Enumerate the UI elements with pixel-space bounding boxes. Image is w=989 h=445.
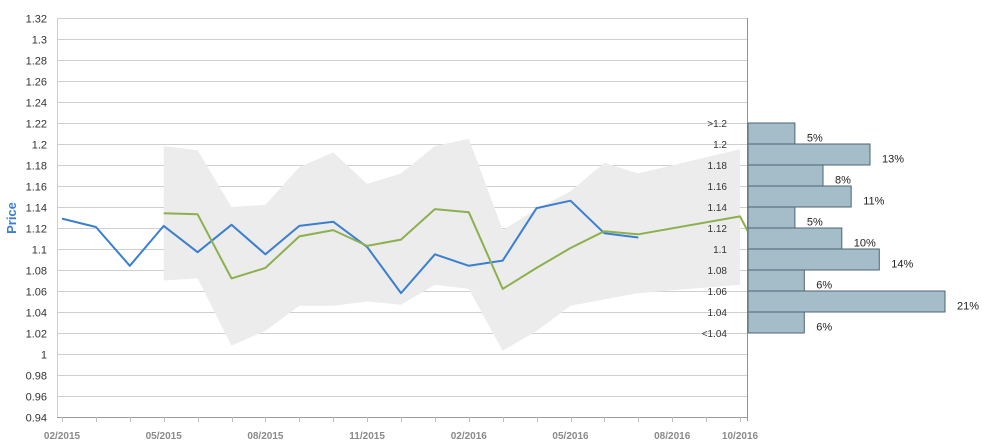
histogram-bar bbox=[747, 248, 880, 271]
y-tick-label: 1.14 bbox=[26, 203, 47, 215]
histogram-bar bbox=[747, 206, 796, 229]
y-tick-label: 1.08 bbox=[26, 266, 47, 278]
y-axis-label: Price bbox=[4, 202, 19, 234]
histogram-percent-label: 14% bbox=[891, 259, 913, 271]
y-tick-label: 1.16 bbox=[26, 182, 47, 194]
histogram-bin-label: 1.12 bbox=[708, 224, 728, 235]
series-lines bbox=[61, 199, 751, 295]
x-tick-label: 08/2015 bbox=[247, 431, 284, 442]
histogram-bar bbox=[747, 311, 805, 334]
histogram-percent-label: 6% bbox=[816, 280, 832, 292]
y-tick-label: 1.22 bbox=[26, 119, 47, 131]
distribution-histogram: 5% 13% 8% 11% 5% 10% 14% 6% 21% 6% >1.2 1.2 1.18 1.16… bbox=[702, 119, 980, 340]
histogram-percent-label: 5% bbox=[807, 133, 823, 145]
y-tick-label: 0.98 bbox=[26, 371, 47, 383]
histogram-bin-label: 1.14 bbox=[708, 203, 728, 214]
histogram-bin-label: 1.04 bbox=[708, 308, 728, 319]
histogram-percent-label: 11% bbox=[863, 196, 884, 208]
y-axis-ticks: 1.32 1.3 1.28 1.26 1.24 1.22 1.2 1.18 1.16 1.14 1.… bbox=[26, 14, 47, 425]
y-tick-label: 1.04 bbox=[26, 308, 47, 320]
histogram-percent-label: 21% bbox=[957, 301, 979, 313]
band-area bbox=[163, 138, 740, 351]
confidence-band bbox=[163, 138, 740, 351]
histogram-bin-label: 1.16 bbox=[708, 182, 728, 193]
y-tick-label: 1.28 bbox=[26, 56, 47, 68]
histogram-bar bbox=[747, 143, 871, 166]
series-line-blue bbox=[61, 199, 639, 295]
y-tick-label: 1.32 bbox=[26, 14, 47, 26]
histogram-bin-label: 1.08 bbox=[708, 266, 728, 277]
y-tick-label: 0.94 bbox=[26, 413, 47, 425]
y-tick-label: 1.26 bbox=[26, 77, 47, 89]
x-tick-label: 10/2016 bbox=[722, 431, 759, 442]
y-tick-label: 1.3 bbox=[32, 35, 47, 47]
histogram-bin-label: 1.1 bbox=[713, 245, 727, 256]
x-tick-label: 05/2015 bbox=[146, 431, 183, 442]
x-tick-label: 11/2015 bbox=[349, 431, 385, 442]
histogram-percent-label: 10% bbox=[854, 238, 876, 250]
x-tick-label: 08/2016 bbox=[654, 431, 691, 442]
y-tick-label: 1.18 bbox=[26, 161, 47, 173]
histogram-bin-label: 1.2 bbox=[713, 140, 727, 151]
y-tick-label: 1.24 bbox=[26, 98, 47, 110]
histogram-percent-label: 5% bbox=[807, 217, 823, 229]
histogram-bin-label: >1.2 bbox=[707, 119, 727, 130]
histogram-bar bbox=[747, 185, 852, 208]
y-tick-label: 1 bbox=[41, 350, 47, 362]
x-axis-ticks: 02/2015 05/2015 08/2015 11/2015 02/2016 05/20… bbox=[44, 431, 759, 442]
y-tick-label: 0.96 bbox=[26, 392, 47, 404]
histogram-bar bbox=[747, 164, 824, 187]
x-tick-label: 02/2015 bbox=[44, 431, 81, 442]
histogram-bin-label: 1.18 bbox=[708, 161, 728, 172]
histogram-percent-label: 8% bbox=[835, 175, 851, 187]
histogram-percent-label: 13% bbox=[882, 154, 904, 166]
y-tick-label: 1.2 bbox=[32, 140, 47, 152]
histogram-bin-label: <1.04 bbox=[702, 329, 728, 340]
y-tick-label: 1.12 bbox=[26, 224, 47, 236]
axes bbox=[57, 18, 748, 422]
x-tick-label: 05/2016 bbox=[552, 431, 589, 442]
histogram-bar bbox=[747, 290, 946, 313]
histogram-percent-label: 6% bbox=[816, 322, 832, 334]
y-tick-label: 1.06 bbox=[26, 287, 47, 299]
y-tick-label: 1.02 bbox=[26, 329, 47, 341]
histogram-bar bbox=[747, 269, 805, 292]
histogram-bin-label: 1.06 bbox=[708, 287, 728, 298]
histogram-bar bbox=[747, 227, 843, 250]
histogram-bar bbox=[747, 122, 796, 145]
y-tick-label: 1.1 bbox=[32, 245, 47, 257]
series-line-green bbox=[163, 208, 751, 290]
x-tick-label: 02/2016 bbox=[451, 431, 488, 442]
